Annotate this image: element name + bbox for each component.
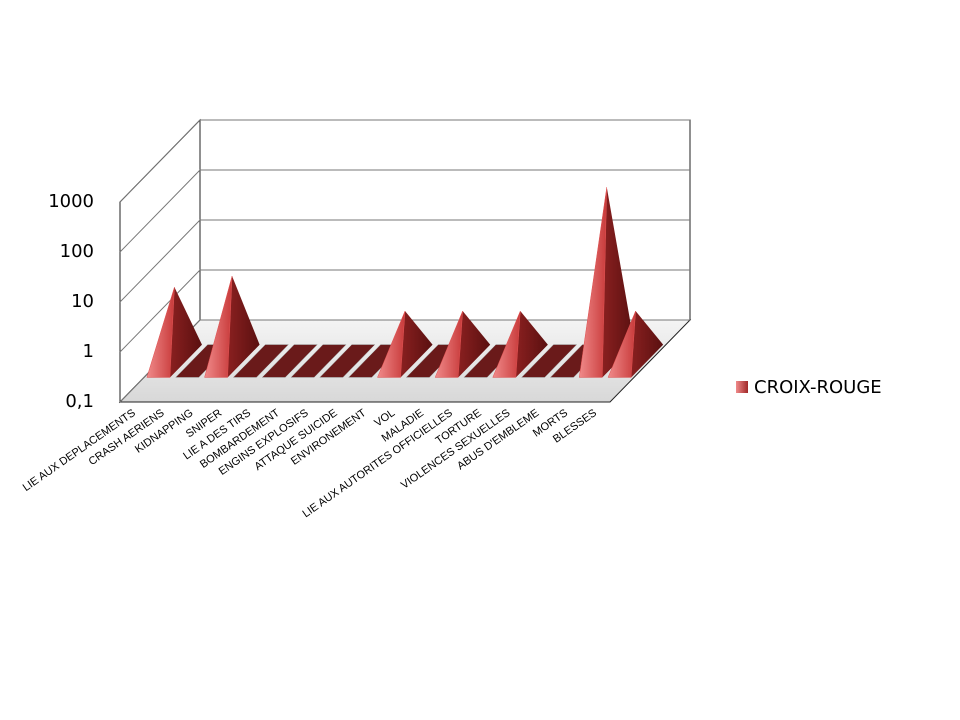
- y-tick-label: 10: [71, 291, 94, 312]
- pyramid-side: [227, 276, 260, 378]
- pyramid-front: [607, 310, 636, 378]
- pyramid-side: [400, 311, 433, 378]
- pyramid-front: [146, 287, 175, 378]
- x-tick-label: LIE AUX DEPLACEMENTS: [21, 407, 138, 494]
- flat-bar: [319, 344, 376, 378]
- y-tick-label: 100: [60, 241, 94, 262]
- pyramid: [377, 310, 433, 378]
- grid-line: [119, 219, 690, 303]
- pyramid-front: [377, 310, 406, 378]
- flat-bar: [232, 344, 290, 378]
- pyramid: [146, 287, 202, 378]
- pyramid-front: [578, 187, 608, 378]
- y-tick-label: 1: [83, 341, 94, 362]
- pyramid: [434, 310, 491, 378]
- pyramid-side: [631, 311, 664, 378]
- y-tick-label: 1000: [48, 191, 94, 212]
- pyramid-side: [515, 311, 548, 378]
- pyramid: [607, 310, 664, 378]
- grid-line: [119, 169, 690, 253]
- pyramid-front: [492, 310, 521, 378]
- grid-line: [119, 119, 690, 203]
- y-tick-label: 0,1: [65, 391, 94, 412]
- legend-label: CROIX-ROUGE: [754, 377, 882, 398]
- flat-bar: [290, 344, 347, 378]
- pyramid: [492, 310, 548, 378]
- legend-swatch: [736, 381, 748, 393]
- pyramid-side: [602, 187, 635, 378]
- pyramid: [204, 275, 260, 378]
- pyramid-side: [169, 287, 202, 378]
- pyramid-side: [458, 311, 491, 378]
- flat-bar: [520, 344, 578, 378]
- plot-marks: [146, 187, 664, 378]
- grid-line: [119, 269, 690, 353]
- pyramid-front: [204, 275, 233, 378]
- pyramid-front: [434, 310, 463, 378]
- flat-bar: [261, 344, 318, 378]
